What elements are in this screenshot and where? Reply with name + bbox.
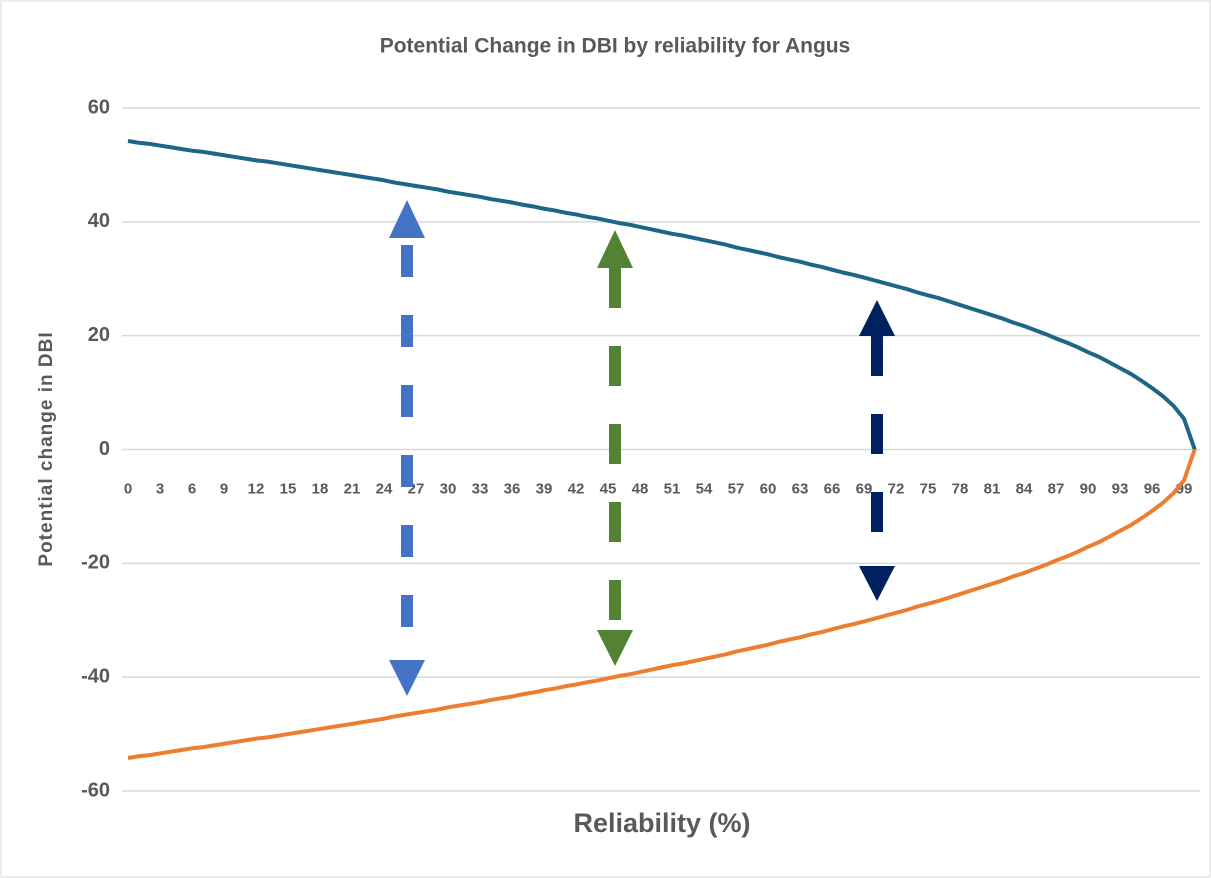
y-tick-label: -20 <box>81 552 110 574</box>
x-tick-label: 6 <box>188 480 196 497</box>
x-tick-label: 48 <box>632 480 649 497</box>
x-tick-label: 9 <box>220 480 228 497</box>
x-tick-label: 12 <box>248 480 265 497</box>
x-tick-label: 63 <box>792 480 809 497</box>
x-tick-label: 42 <box>568 480 585 497</box>
x-tick-label: 36 <box>504 480 521 497</box>
x-tick-label: 33 <box>472 480 489 497</box>
plot-lines <box>127 139 1197 760</box>
x-tick-label: 87 <box>1048 480 1065 497</box>
x-tick-label: 96 <box>1144 480 1161 497</box>
arrow-head <box>389 660 425 696</box>
arrow-head <box>597 230 633 268</box>
y-tick-label: 60 <box>88 96 110 118</box>
x-tick-label: 57 <box>728 480 745 497</box>
x-tick-label: 45 <box>600 480 617 497</box>
y-tick-label: -40 <box>81 665 110 687</box>
y-tick-label: 40 <box>88 210 110 232</box>
x-tick-label: 90 <box>1080 480 1097 497</box>
annotations <box>389 200 895 696</box>
x-tick-label: 51 <box>664 480 681 497</box>
y-axis-title: Potential change in DBI <box>36 331 57 566</box>
x-axis-title: Reliability (%) <box>573 808 750 838</box>
y-tick-label: -60 <box>81 779 110 801</box>
x-tick-label: 18 <box>312 480 329 497</box>
chart-title: Potential Change in DBI by reliability f… <box>380 35 851 58</box>
x-tick-label: 39 <box>536 480 553 497</box>
arrow-head <box>389 200 425 238</box>
series-line <box>127 448 1197 760</box>
x-tick-label: 72 <box>888 480 905 497</box>
arrow-head <box>859 300 895 336</box>
x-tick-label: 15 <box>280 480 297 497</box>
x-tick-label: 21 <box>344 480 361 497</box>
y-tick-label: 20 <box>88 324 110 346</box>
series-line <box>127 139 1197 451</box>
x-tick-label: 30 <box>440 480 457 497</box>
x-tick-label: 0 <box>124 480 132 497</box>
x-tick-label: 24 <box>376 480 393 497</box>
x-tick-label: 78 <box>952 480 969 497</box>
arrow-head <box>597 630 633 666</box>
x-tick-label: 60 <box>760 480 777 497</box>
x-tick-label: 75 <box>920 480 937 497</box>
x-tick-label: 69 <box>856 480 873 497</box>
x-tick-label: 84 <box>1016 480 1033 497</box>
x-tick-label: 3 <box>156 480 164 497</box>
x-tick-label: 54 <box>696 480 713 497</box>
arrow-head <box>859 566 895 601</box>
x-tick-label: 66 <box>824 480 841 497</box>
x-tick-label: 93 <box>1112 480 1129 497</box>
x-tick-label: 81 <box>984 480 1001 497</box>
y-tick-label: 0 <box>99 438 110 460</box>
